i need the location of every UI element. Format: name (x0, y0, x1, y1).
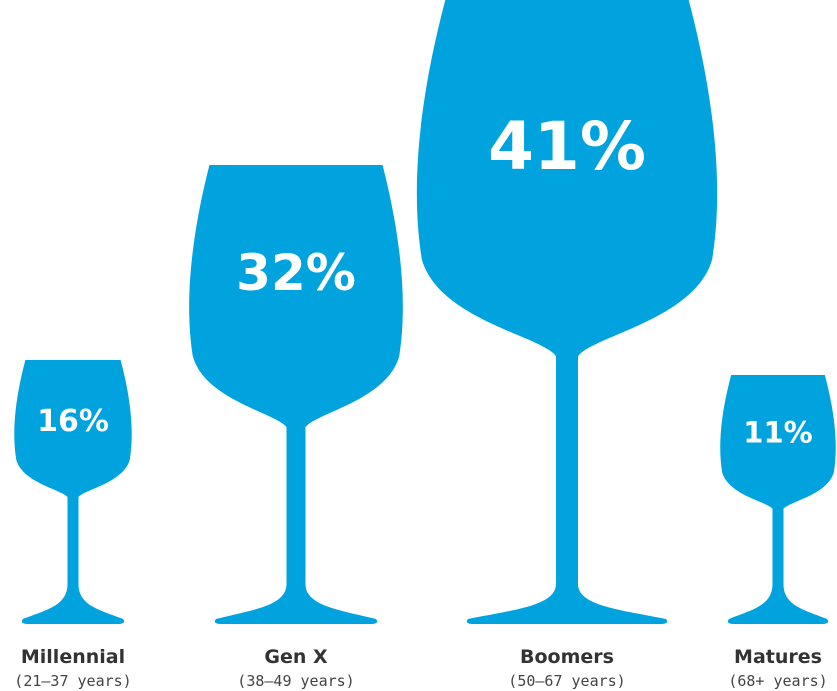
category-label-matures: Matures (734, 646, 822, 668)
category-label-gen-x: Gen X (264, 646, 328, 668)
value-label-boomers: 41% (488, 108, 646, 185)
glass-gen-x (189, 165, 403, 624)
glass-boomers (416, 0, 718, 624)
value-label-millennial: 16% (37, 404, 109, 439)
glass-millennial (14, 360, 132, 624)
value-label-gen-x: 32% (236, 244, 356, 302)
category-label-millennial: Millennial (21, 646, 125, 668)
age-range-label-boomers: (50–67 years) (508, 672, 625, 690)
age-range-label-gen-x: (38–49 years) (237, 672, 354, 690)
age-range-label-matures: (68+ years) (728, 672, 827, 690)
category-label-boomers: Boomers (520, 646, 614, 668)
category-labels: Millennial (21–37 years) Gen X (38–49 years… (14, 646, 827, 690)
value-label-matures: 11% (743, 415, 812, 449)
glass-matures (720, 375, 836, 624)
age-range-label-millennial: (21–37 years) (14, 672, 131, 690)
glass-marks: 16% 32% 41% 11% (14, 0, 836, 624)
